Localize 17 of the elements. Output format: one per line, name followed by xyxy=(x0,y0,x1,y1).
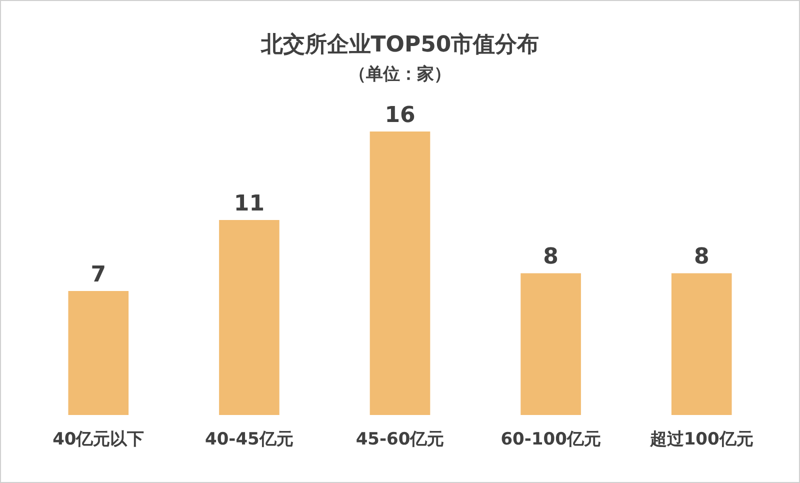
chart-title: 北交所企业TOP50市值分布 xyxy=(260,32,540,58)
data-label: 16 xyxy=(384,102,416,128)
chart-subtitle: （单位：家） xyxy=(349,64,451,84)
x-tick-label: 40亿元以下 xyxy=(52,430,144,450)
x-tick-label: 45-60亿元 xyxy=(356,430,444,450)
data-label: 8 xyxy=(694,244,710,270)
bar xyxy=(671,273,732,415)
data-label: 8 xyxy=(543,244,558,270)
bar xyxy=(520,273,581,415)
data-label: 7 xyxy=(90,262,106,288)
bar xyxy=(370,131,430,415)
bar xyxy=(219,220,280,415)
bar xyxy=(68,290,129,415)
x-tick-label: 超过100亿元 xyxy=(648,430,754,450)
x-tick-label: 60-100亿元 xyxy=(500,430,601,450)
data-label: 11 xyxy=(234,192,265,217)
x-tick-label: 40-45亿元 xyxy=(205,430,294,450)
